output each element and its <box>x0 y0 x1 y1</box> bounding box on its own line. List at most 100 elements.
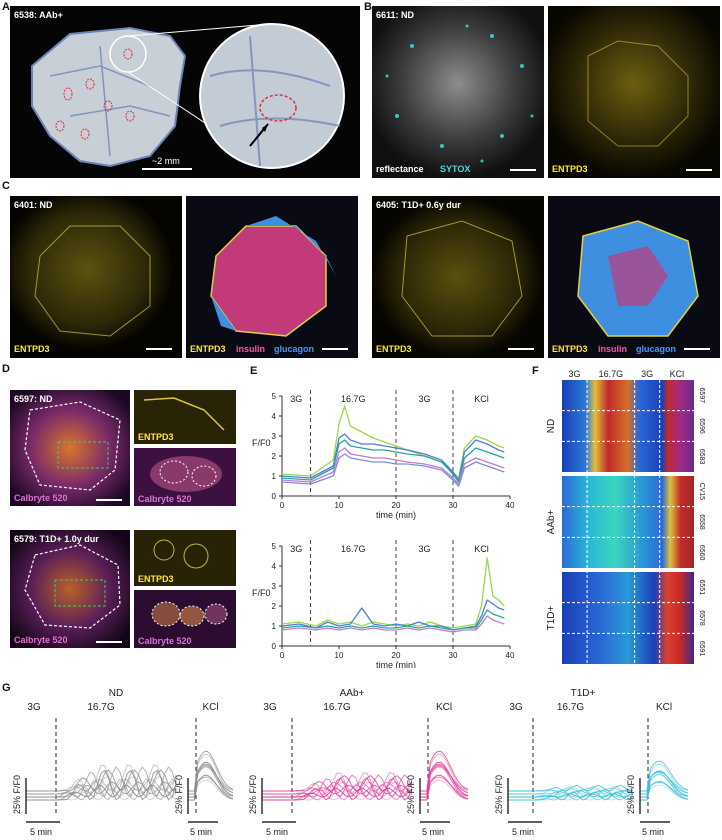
donor-label: 6578 <box>698 610 705 626</box>
series-line-4 <box>281 453 505 487</box>
x-tick-label: 20 <box>392 651 401 660</box>
kcl-trace-line <box>420 774 469 801</box>
donor-label: 6597 <box>698 388 705 404</box>
panel-letter-g: G <box>2 682 11 694</box>
series-line-3 <box>281 447 505 485</box>
phase-label: 16.7G <box>341 544 366 554</box>
series-line-0 <box>281 405 505 479</box>
series-line-1 <box>281 599 505 631</box>
panel-c-img2: ENTPD3 insulin glucagon <box>186 196 358 358</box>
group-title: T1D+ <box>571 688 596 699</box>
series-line-0 <box>281 557 505 629</box>
phase-label: KCl <box>474 394 489 404</box>
phase-label: 16.7G <box>557 702 584 713</box>
phase-label: 3G <box>569 369 581 379</box>
panel-d-bottom-entpd3: ENTPD3 <box>134 530 236 586</box>
phase-label: 3G <box>263 702 277 713</box>
kcl-trace-line <box>420 750 469 792</box>
group-title: ND <box>109 688 123 699</box>
x-tick-label: 0 <box>280 651 285 660</box>
phase-label: 3G <box>27 702 41 713</box>
series-line-1 <box>281 433 505 481</box>
y-tick-label: 5 <box>272 542 277 551</box>
scale-x-label: 5 min <box>422 827 444 837</box>
entpd3-label: ENTPD3 <box>138 432 174 442</box>
reflectance-label: reflectance <box>376 164 424 174</box>
kcl-trace-line <box>188 774 234 801</box>
entpd3-label: ENTPD3 <box>138 574 174 584</box>
phase-label: 3G <box>290 544 302 554</box>
phase-label: 3G <box>641 369 653 379</box>
panel-a-image: 6538: AAb+ ~2 mm <box>10 6 360 178</box>
scale-y-label: 25% F/F0 <box>406 775 416 814</box>
heatmap-group-AAb+: CV15 6558 6560 AAb+ <box>546 476 705 568</box>
scale-x-label: 5 min <box>190 827 212 837</box>
entpd3-label: ENTPD3 <box>552 164 588 174</box>
y-tick-label: 1 <box>272 622 277 631</box>
insulin-label: insulin <box>598 344 627 354</box>
scale-y-label: 25% F/F0 <box>494 775 504 814</box>
heatmap-block <box>562 572 694 664</box>
y-tick-label: 5 <box>272 392 277 401</box>
panel-b-reflectance-image: 6611: ND reflectance SYTOX <box>372 6 544 178</box>
y-axis-label: F/F0 <box>252 588 271 598</box>
panel-letter-e: E <box>250 365 258 377</box>
y-tick-label: 1 <box>272 472 277 481</box>
y-tick-label: 3 <box>272 582 277 591</box>
entpd3-label: ENTPD3 <box>552 344 588 354</box>
scale-y-label: 25% F/F0 <box>626 775 636 814</box>
panel-letter-b: B <box>364 1 372 13</box>
x-axis-label: time (min) <box>376 510 416 520</box>
chart-E-bottom: 0 1 2 3 4 5 0 10 20 30 40 time (min) F/F0 3G 16.7G 3G KC… <box>252 540 515 668</box>
panel-d-bottom-calbryte: Calbryte 520 <box>134 590 236 648</box>
panel-b-entpd3-image: ENTPD3 <box>548 6 720 178</box>
scale-x-label: 5 min <box>30 827 52 837</box>
x-tick-label: 40 <box>506 501 515 510</box>
panel-g-traces: ND 3G 16.7G KCl 5 min 25% F/F0 5 min 25% F/F0 AA… <box>12 688 689 837</box>
pancreas-slice-image <box>10 6 360 178</box>
panel-c-img4: ENTPD3 insulin glucagon <box>548 196 720 358</box>
phase-label: 16.7G <box>599 369 624 379</box>
scale-y-label: 25% F/F0 <box>12 775 22 814</box>
heatmap-group-T1D+: 6551 6578 6591 T1D+ <box>546 572 705 664</box>
phase-label: 3G <box>509 702 523 713</box>
insulin-label: insulin <box>236 344 265 354</box>
scale-bar <box>322 348 348 350</box>
scale-bar-label: ~2 mm <box>152 156 180 166</box>
trace-line <box>26 781 177 795</box>
panel-a-title: 6538: AAb+ <box>14 10 63 20</box>
trace-line <box>26 784 177 798</box>
y-tick-label: 0 <box>272 492 277 501</box>
panel-d-bottom-main: 6579: T1D+ 1.0y dur Calbryte 520 <box>10 530 130 648</box>
group-label: ND <box>546 419 557 433</box>
donor-label: 6560 <box>698 545 705 561</box>
panel-d-top-title: 6597: ND <box>14 394 53 404</box>
sytox-label: SYTOX <box>440 164 471 174</box>
panel-letter-a: A <box>2 1 10 13</box>
calbryte-label: Calbryte 520 <box>14 635 68 645</box>
panel-c-img1: 6401: ND ENTPD3 <box>10 196 182 358</box>
trace-line <box>26 769 177 801</box>
scale-y-label: 25% F/F0 <box>174 775 184 814</box>
phase-label: 3G <box>418 544 430 554</box>
y-axis-label: F/F0 <box>252 438 271 448</box>
group-title: AAb+ <box>340 688 365 699</box>
calbryte-label: Calbryte 520 <box>138 494 192 504</box>
trace-group-T1D+: T1D+ 3G 16.7G KCl 5 min 25% F/F0 5 min 25% F/F0 <box>494 688 689 837</box>
phase-label: KCl <box>474 544 489 554</box>
donor-label: 6551 <box>698 580 705 596</box>
panel-d-bottom-title: 6579: T1D+ 1.0y dur <box>14 534 99 544</box>
panel-f-heatmap: 3G 16.7G 3G KCl 6597 6596 6583 ND CV15 6558 6560 AA… <box>546 369 705 668</box>
panel-d-top-calbryte: Calbryte 520 <box>134 448 236 506</box>
panel-letter-d: D <box>2 363 10 375</box>
trace-line <box>508 793 634 798</box>
glucagon-label: glucagon <box>274 344 314 354</box>
entpd3-label: ENTPD3 <box>190 344 226 354</box>
scale-bar <box>684 348 710 350</box>
scale-x-label: 5 min <box>642 827 664 837</box>
trace-group-ND: ND 3G 16.7G KCl 5 min 25% F/F0 5 min 25% F/F0 <box>12 688 234 837</box>
phase-label: KCl <box>202 702 218 713</box>
trace-line <box>262 774 413 792</box>
entpd3-label: ENTPD3 <box>376 344 412 354</box>
scale-bar <box>96 499 122 501</box>
